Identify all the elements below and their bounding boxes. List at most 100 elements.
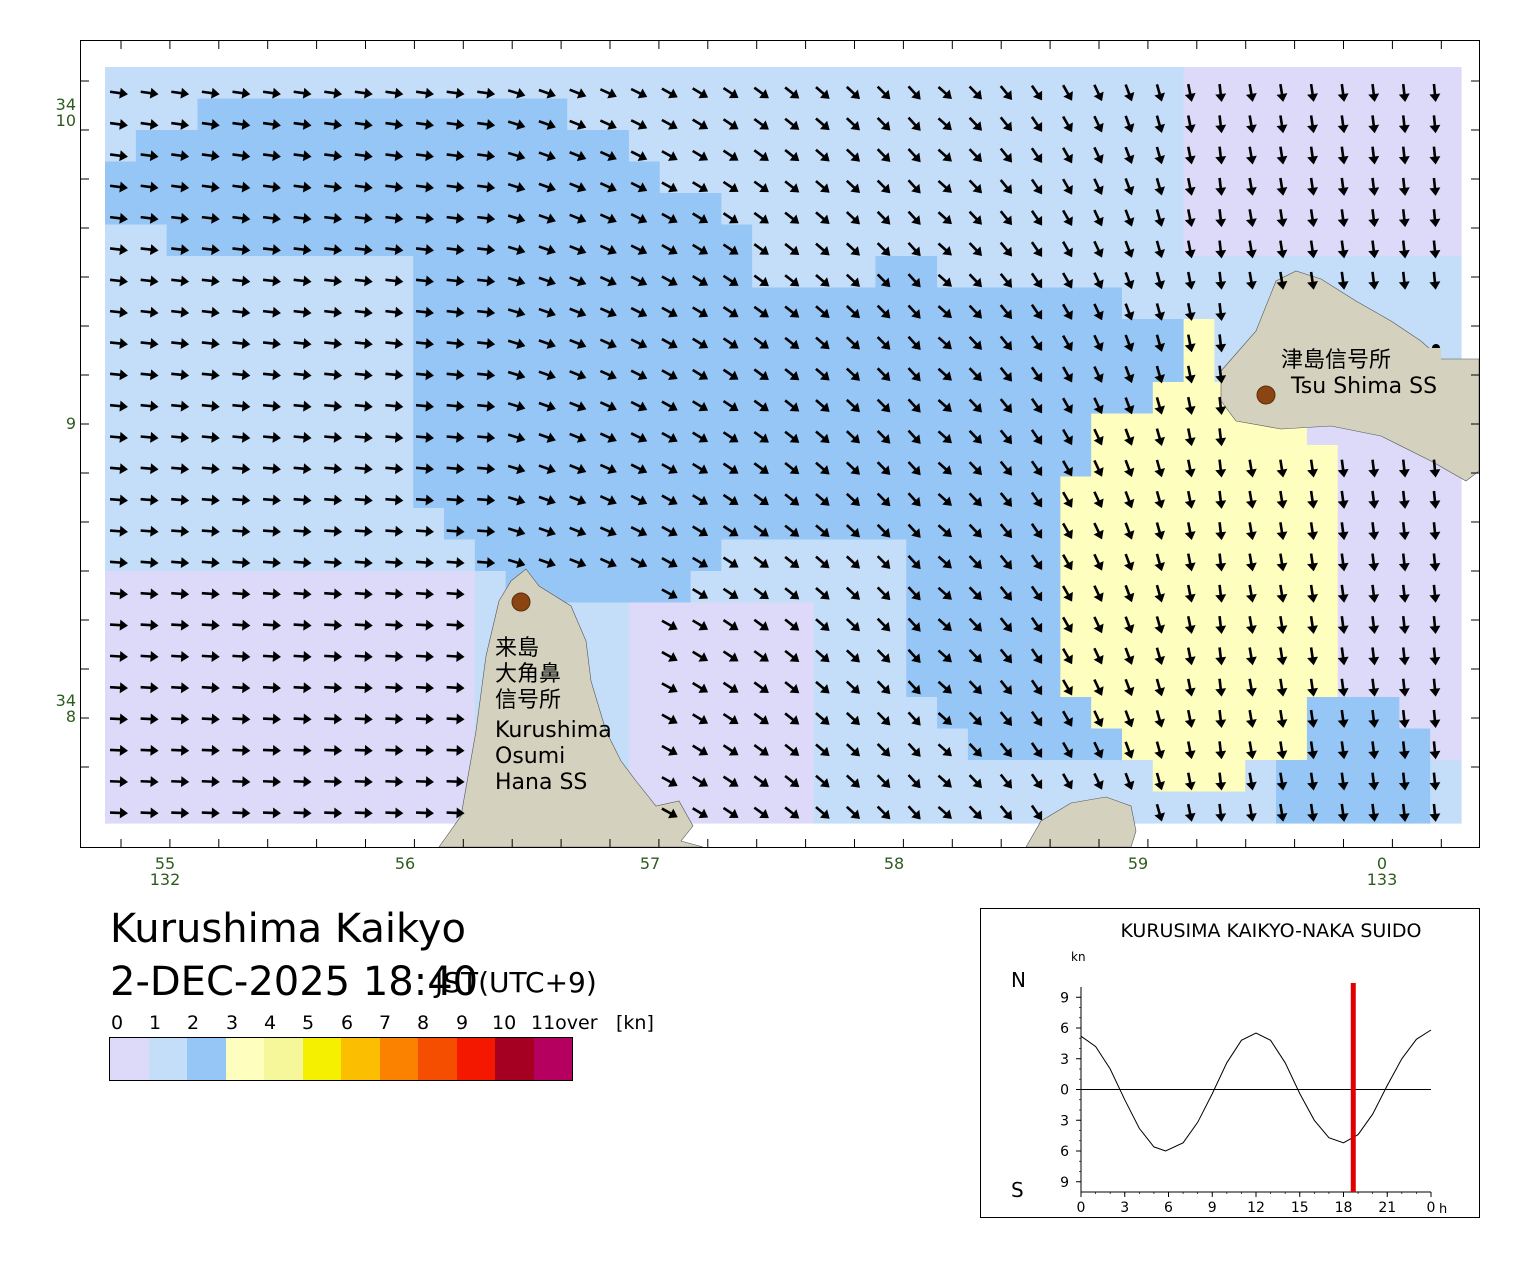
speed-cell [413, 634, 445, 667]
y-tick-label: 0 [1060, 1083, 1069, 1099]
current-arrow [1368, 741, 1380, 760]
current-arrow [446, 244, 465, 256]
current-arrow [937, 399, 952, 412]
current-arrow [262, 619, 281, 631]
current-arrow [293, 306, 312, 318]
current-arrow [1429, 709, 1441, 728]
speed-cell [813, 256, 846, 289]
current-arrow [599, 182, 617, 193]
speed-cell [752, 67, 784, 100]
current-arrow [324, 369, 343, 381]
current-arrow [232, 212, 251, 224]
current-arrow [354, 682, 373, 694]
current-arrow [477, 306, 496, 318]
speed-cell [937, 413, 969, 446]
speed-cell [875, 634, 907, 667]
current-arrow [324, 306, 343, 318]
current-arrow [354, 713, 373, 725]
current-arrow [507, 526, 526, 537]
speed-cell [813, 193, 846, 226]
current-arrow [232, 494, 251, 506]
speed-cell [844, 602, 877, 635]
current-arrow [968, 429, 983, 444]
speed-cell [967, 161, 1000, 194]
current-arrow [1093, 84, 1104, 102]
current-arrow [1245, 709, 1257, 728]
current-arrow [722, 650, 739, 662]
current-arrow [385, 619, 404, 631]
current-arrow [692, 149, 709, 161]
current-arrow [784, 274, 800, 287]
current-arrow [232, 275, 251, 287]
speed-cell [382, 760, 414, 793]
current-arrow [1368, 240, 1380, 259]
current-arrow [140, 463, 159, 475]
current-arrow [1030, 616, 1043, 633]
current-arrow [171, 650, 190, 662]
speed-cell [844, 350, 877, 383]
current-arrow [538, 275, 556, 287]
current-arrow [692, 775, 709, 787]
current-arrow [1245, 177, 1257, 196]
current-arrow [1030, 272, 1043, 289]
current-arrow [385, 118, 404, 130]
current-arrow [354, 400, 373, 412]
speed-cell [628, 571, 661, 604]
current-arrow [415, 118, 434, 130]
speed-cell [783, 161, 815, 194]
speed-cell [875, 760, 907, 793]
speed-cell [906, 665, 938, 698]
current-arrow [201, 212, 220, 224]
current-arrow [109, 118, 128, 130]
current-arrow [1184, 803, 1196, 822]
current-arrow [661, 306, 678, 318]
current-arrow [1154, 146, 1165, 165]
current-arrow [876, 398, 891, 413]
current-arrow [1398, 83, 1410, 102]
current-arrow [354, 525, 373, 537]
current-arrow [1154, 616, 1165, 634]
current-arrow [1276, 522, 1288, 541]
current-arrow [324, 744, 343, 756]
current-arrow [753, 149, 769, 161]
current-arrow [477, 525, 496, 537]
current-arrow [201, 275, 220, 287]
current-arrow [845, 273, 861, 287]
current-arrow [201, 807, 220, 819]
legend-tick-label: 1 [149, 1012, 162, 1034]
current-arrow [1030, 303, 1043, 320]
current-arrow [661, 807, 678, 819]
current-arrow [784, 211, 800, 224]
current-arrow [692, 744, 709, 756]
current-arrow [1307, 177, 1318, 196]
current-arrow [722, 118, 739, 130]
x-tick-label: 15 [1291, 1200, 1309, 1216]
speed-cell [474, 413, 507, 446]
current-arrow [1215, 146, 1227, 165]
legend-swatch [418, 1038, 457, 1080]
speed-cell [875, 539, 907, 572]
current-arrow [1154, 83, 1165, 102]
current-arrow [784, 336, 800, 349]
current-arrow [446, 338, 465, 349]
current-arrow [262, 87, 281, 99]
current-arrow [692, 650, 709, 662]
current-arrow [1337, 146, 1349, 165]
current-arrow [999, 648, 1013, 664]
current-arrow [293, 181, 312, 193]
current-arrow [845, 805, 861, 820]
current-arrow [1184, 490, 1196, 509]
speed-cell [906, 130, 938, 163]
current-arrow [968, 649, 983, 663]
current-arrow [1429, 616, 1441, 635]
current-arrow [415, 338, 434, 349]
current-arrow [1245, 772, 1257, 791]
current-arrow [722, 619, 739, 631]
speed-cell [998, 98, 1031, 131]
current-arrow [630, 526, 648, 537]
speed-cell [259, 760, 291, 793]
current-arrow [324, 275, 343, 287]
speed-cell [998, 67, 1031, 100]
speed-cell [382, 791, 414, 824]
current-arrow [324, 150, 343, 162]
